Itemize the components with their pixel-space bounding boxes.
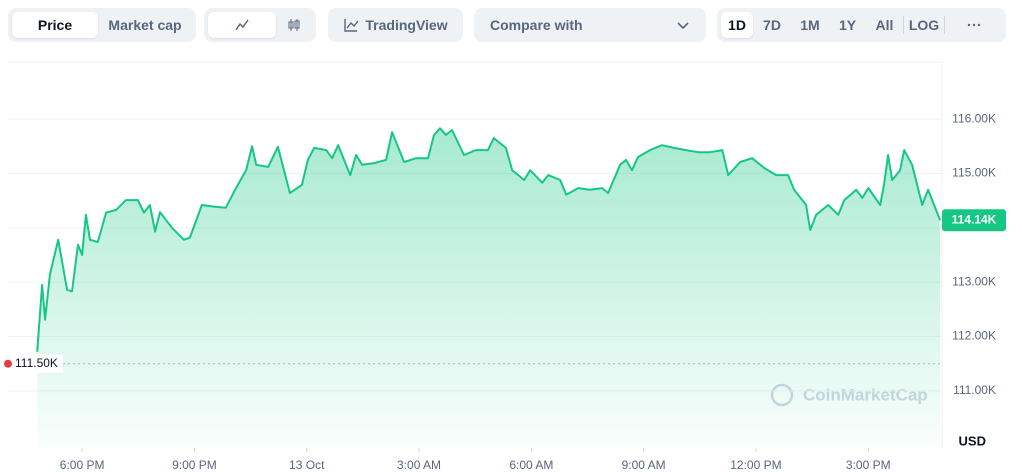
x-tick-label: 3:00 AM [397, 458, 441, 472]
reference-label-bg [11, 354, 63, 373]
select-label: Compare with [490, 17, 583, 33]
y-tick-label: 115.00K [952, 166, 996, 180]
x-tick-label: 6:00 PM [60, 458, 105, 472]
range[interactable]: 1Y [838, 17, 857, 33]
price-line [36, 127, 942, 352]
reference-dot [4, 359, 12, 368]
line-style-button[interactable] [208, 12, 276, 38]
range[interactable]: All [875, 17, 894, 33]
watermark: CoinMarketCap [803, 385, 928, 404]
x-tick-label: 13 Oct [289, 458, 325, 472]
tab[interactable]: Market cap [108, 17, 182, 33]
range-tabs: 1D 7D 1M 1Y All LOG [717, 8, 1006, 42]
range[interactable]: 1D [721, 12, 753, 38]
y-tick-label: 112.00K [952, 329, 996, 343]
view-tabs: Price Market cap [8, 8, 196, 42]
watermark-logo [770, 383, 794, 407]
y-tick-label: 111.00K [953, 383, 996, 397]
x-tick-label: 3:00 PM [846, 458, 891, 472]
separator [944, 16, 945, 34]
log-toggle[interactable]: LOG [908, 17, 940, 33]
x-tick-label: 9:00 PM [172, 458, 217, 472]
y-tick-label: 113.00K [952, 274, 996, 288]
tv-icon [344, 19, 359, 32]
tradingview-button[interactable]: TradingView [328, 8, 463, 42]
range[interactable]: 7D [763, 17, 781, 33]
button-label: TradingView [365, 17, 448, 33]
more-button[interactable] [945, 12, 1002, 38]
tab[interactable]: Price [12, 12, 98, 38]
chevron [677, 22, 689, 30]
current-price-label: 114.14K [952, 212, 997, 226]
separator [903, 16, 904, 34]
line-icon [235, 19, 249, 31]
currency-label: USD [959, 433, 986, 448]
area-fill [37, 128, 941, 449]
candle-style-button[interactable] [276, 12, 312, 38]
x-tick-label: 12:00 PM [730, 458, 781, 472]
chart-style [204, 8, 316, 42]
compare-select[interactable]: Compare with [474, 8, 706, 42]
current-price-badge [942, 209, 1006, 232]
dots [967, 23, 980, 27]
candle-icon [288, 19, 300, 31]
reference-label: 111.50K [15, 356, 58, 370]
y-tick-label: 114.00K [952, 220, 996, 234]
range[interactable]: 1M [800, 17, 820, 33]
x-tick-label: 6:00 AM [509, 458, 553, 472]
x-tick-label: 9:00 AM [622, 458, 666, 472]
y-tick-label: 116.00K [952, 111, 996, 125]
